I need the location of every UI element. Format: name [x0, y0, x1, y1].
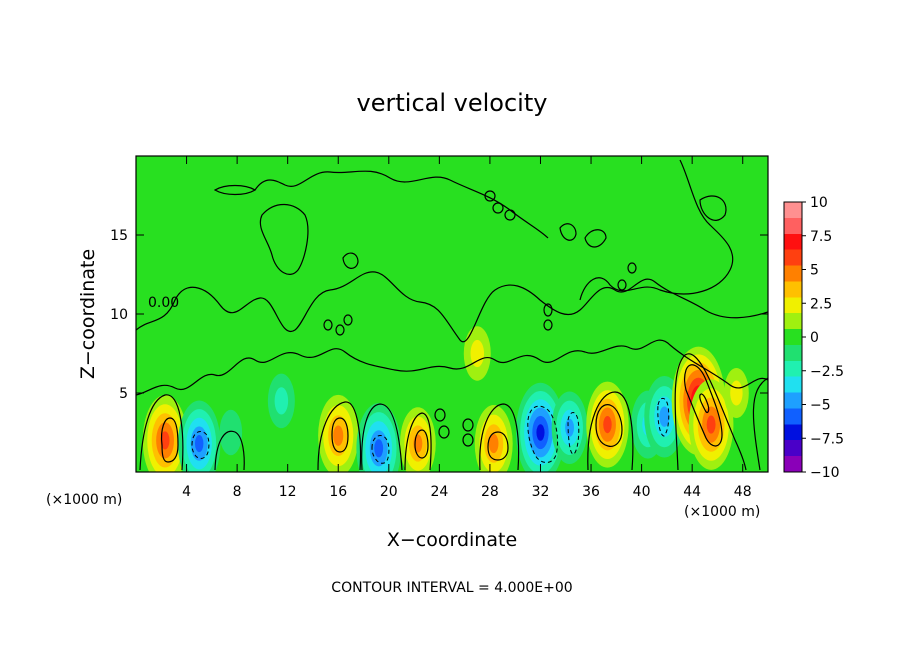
contour-line — [487, 431, 509, 461]
contour-line-negative — [567, 412, 580, 455]
contour-interval-note: CONTOUR INTERVAL = 4.000E+00 — [331, 580, 572, 596]
velocity-cell — [219, 409, 243, 456]
contour-line — [543, 319, 553, 331]
colorbar-tick-label: −5 — [810, 398, 831, 414]
velocity-cell — [730, 380, 743, 406]
velocity-cell — [333, 425, 344, 446]
contour-line — [752, 377, 768, 471]
velocity-cell — [160, 431, 170, 450]
x-axis-label: X−coordinate — [387, 529, 517, 551]
contour-line — [559, 223, 577, 241]
x-unit-right: (×1000 m) — [684, 504, 760, 520]
contour-line — [323, 319, 333, 331]
x-tick-label: 8 — [233, 484, 242, 500]
contour-line — [617, 279, 627, 291]
y-tick-label: 15 — [110, 228, 128, 244]
contour-label: 0.00 — [148, 295, 179, 311]
contour-line-negative — [371, 435, 390, 464]
velocity-cell — [659, 406, 670, 427]
colorbar-tick-label: 0 — [810, 330, 819, 346]
x-tick-label: 24 — [430, 484, 448, 500]
contour-line-negative — [657, 397, 670, 437]
contour-line — [587, 391, 634, 471]
colorbar-tick-label: −2.5 — [810, 364, 844, 380]
contour-line — [213, 184, 257, 196]
chart-title: vertical velocity — [357, 89, 548, 117]
contour-line — [414, 429, 429, 459]
velocity-cell — [536, 424, 545, 441]
velocity-cell — [274, 387, 289, 415]
x-tick-label: 16 — [329, 484, 347, 500]
colorbar: 10 7.5 5 2.5 0 −2.5 −5 −7.5 −10 — [783, 195, 844, 481]
x-unit-left: (×1000 m) — [46, 492, 122, 508]
x-tick-label: 28 — [481, 484, 499, 500]
velocity-cell — [488, 433, 499, 454]
contour-line — [343, 314, 353, 326]
colorbar-tick-label: 7.5 — [810, 229, 832, 245]
contour-line — [139, 394, 184, 471]
contour-line — [584, 229, 607, 248]
contour-line — [136, 339, 768, 396]
contour-line — [699, 195, 727, 221]
contour-line — [543, 303, 553, 317]
velocity-cell — [565, 418, 575, 437]
velocity-cell — [706, 415, 716, 434]
contour-line — [404, 412, 432, 471]
x-tick-label: 20 — [380, 484, 398, 500]
contour-line-negative — [191, 431, 210, 459]
x-tick-label: 40 — [633, 484, 651, 500]
velocity-cell — [603, 416, 612, 434]
colorbar-ticks: 10 7.5 5 2.5 0 −2.5 −5 −7.5 −10 — [802, 195, 844, 481]
zero-contours — [136, 159, 768, 471]
velocity-cells — [142, 326, 749, 472]
x-tick-label: 48 — [734, 484, 752, 500]
contour-line — [492, 202, 504, 214]
contour-line — [317, 401, 362, 471]
contour-line — [160, 417, 179, 463]
contour-line — [335, 324, 345, 336]
colorbar-tick-label: 10 — [810, 195, 828, 211]
contour-line — [595, 404, 623, 447]
contour-line — [434, 408, 446, 422]
y-tick-label: 5 — [119, 386, 128, 402]
x-tick-label: 44 — [683, 484, 701, 500]
contour-line — [331, 417, 349, 453]
contour-line — [484, 190, 496, 202]
y-axis-ticks: 5 10 15 — [110, 228, 768, 402]
x-axis-ticks: 4 8 12 16 20 24 28 32 36 40 44 48 — [182, 156, 752, 500]
contour-line — [699, 393, 710, 414]
contour-line — [438, 425, 450, 439]
x-tick-label: 4 — [182, 484, 191, 500]
contour-line — [259, 203, 309, 275]
colorbar-tick-label: 5 — [810, 263, 819, 279]
x-tick-label: 12 — [279, 484, 297, 500]
contour-line — [479, 403, 520, 471]
contour-line — [579, 159, 734, 301]
x-tick-label: 32 — [532, 484, 550, 500]
colorbar-strip — [783, 201, 803, 473]
contour-line — [342, 252, 359, 269]
velocity-cell — [194, 434, 204, 453]
contour-line — [361, 403, 403, 471]
contour-line — [462, 433, 474, 447]
velocity-cell — [470, 339, 485, 368]
contour-line — [214, 430, 245, 471]
colorbar-tick-label: −10 — [810, 465, 840, 481]
velocity-cell — [374, 439, 384, 458]
contour-line — [136, 271, 768, 343]
colorbar-tick-label: −7.5 — [810, 431, 844, 447]
contour-line — [674, 353, 747, 471]
contour-line — [504, 209, 516, 221]
x-tick-label: 36 — [582, 484, 600, 500]
colorbar-tick-label: 2.5 — [810, 296, 832, 312]
y-tick-label: 10 — [110, 307, 128, 323]
contour-line — [627, 262, 637, 274]
y-axis-label: Z−coordinate — [77, 249, 99, 379]
contour-line — [462, 418, 474, 432]
contour-line-negative — [527, 405, 559, 463]
contour-line — [683, 364, 723, 447]
